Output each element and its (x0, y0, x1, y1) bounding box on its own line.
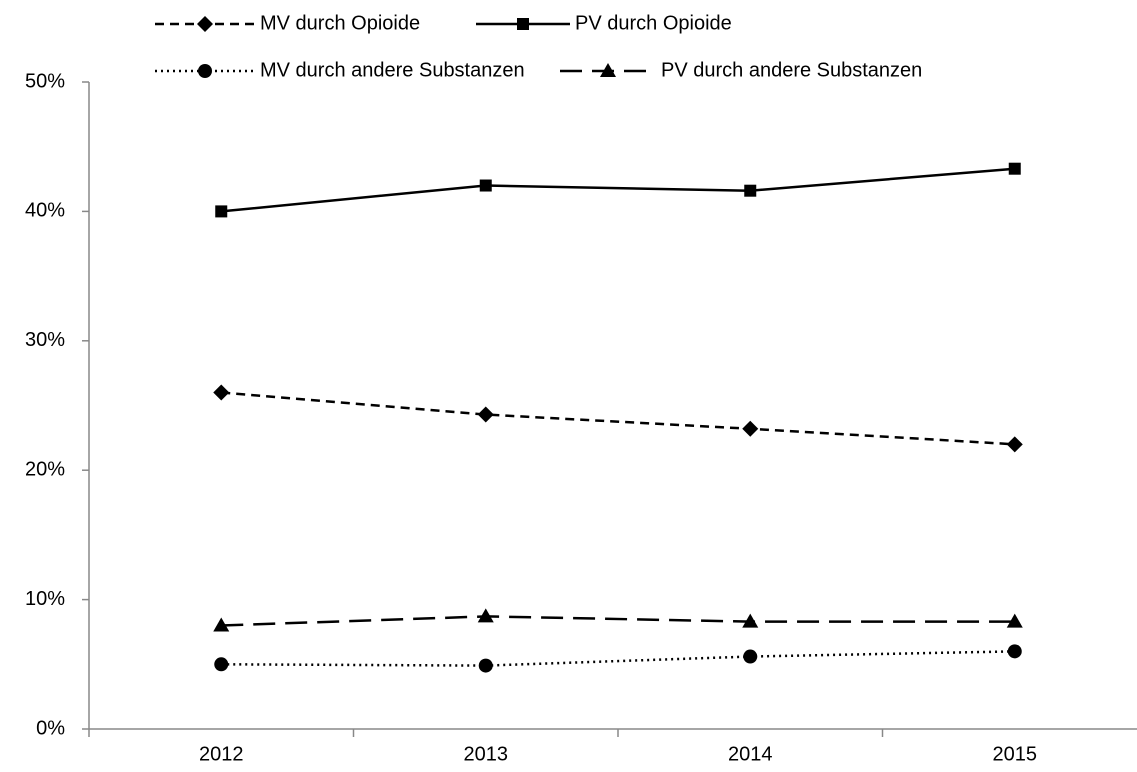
marker (742, 420, 759, 437)
series-line (221, 167, 1015, 213)
marker (477, 406, 494, 423)
x-tick-label: 2012 (199, 743, 244, 765)
legend-label: MV durch Opioide (260, 12, 420, 34)
marker (214, 657, 229, 672)
marker (1007, 644, 1022, 659)
y-tick-label: 0% (36, 717, 65, 739)
marker (198, 64, 212, 78)
marker (479, 179, 492, 192)
marker (197, 16, 213, 32)
y-tick-label: 20% (25, 458, 65, 480)
y-tick-label: 10% (25, 588, 65, 610)
marker (477, 608, 494, 623)
x-tick-label: 2015 (993, 743, 1038, 765)
series-line (221, 391, 1015, 446)
marker (742, 613, 759, 628)
y-tick-label: 40% (25, 200, 65, 222)
marker (1006, 436, 1023, 453)
legend-label: PV durch andere Substanzen (661, 59, 922, 81)
y-tick-label: 30% (25, 329, 65, 351)
marker (213, 617, 230, 632)
marker (517, 18, 529, 30)
marker (1006, 613, 1023, 628)
x-tick-label: 2013 (464, 743, 509, 765)
marker (1008, 162, 1021, 175)
marker (744, 184, 757, 197)
marker (213, 384, 230, 401)
x-tick-label: 2014 (728, 743, 773, 765)
series-line (221, 615, 1015, 627)
legend-label: PV durch Opioide (575, 12, 732, 34)
series-line (221, 650, 1015, 667)
marker (600, 63, 616, 77)
marker (215, 205, 228, 218)
y-tick-label: 50% (25, 70, 65, 92)
legend-label: MV durch andere Substanzen (260, 59, 525, 81)
marker (478, 658, 493, 673)
marker (743, 649, 758, 664)
